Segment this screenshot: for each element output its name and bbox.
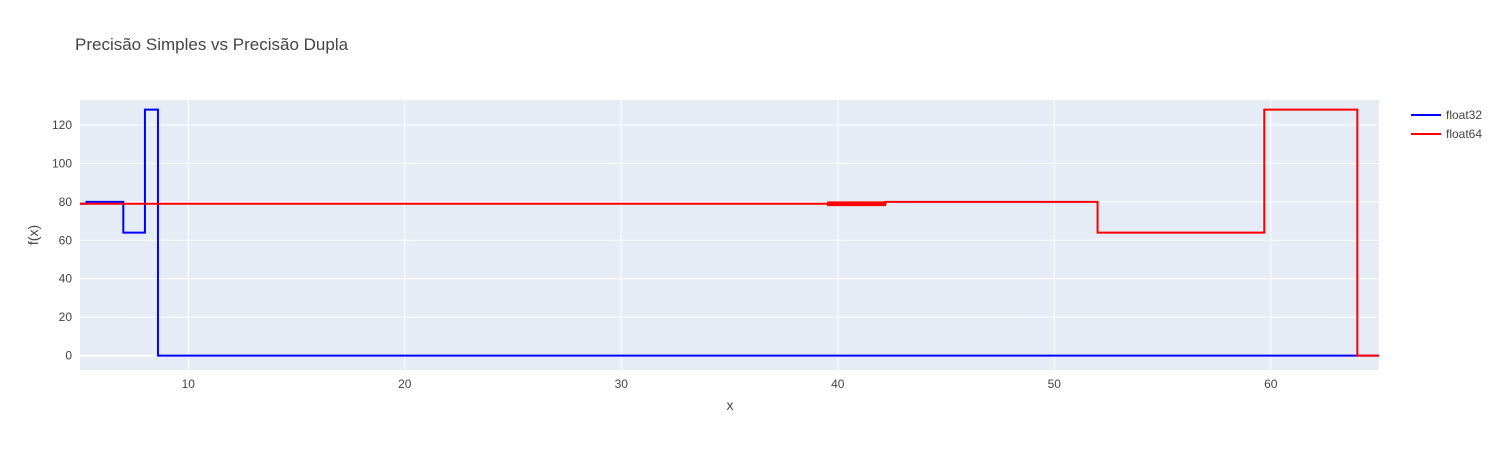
x-tick-label: 30 bbox=[615, 377, 629, 391]
x-axis-title: x bbox=[727, 397, 734, 413]
y-tick-label: 120 bbox=[52, 118, 72, 132]
y-tick-label: 80 bbox=[59, 195, 73, 209]
x-tick-label: 60 bbox=[1264, 377, 1278, 391]
series-layer bbox=[80, 108, 1379, 357]
legend: float32 float64 bbox=[1411, 108, 1482, 141]
plot-area[interactable] bbox=[80, 100, 1379, 370]
chart-title: Precisão Simples vs Precisão Dupla bbox=[75, 35, 349, 54]
y-tick-label: 20 bbox=[59, 310, 73, 324]
y-tick-label: 100 bbox=[52, 156, 72, 170]
x-tick-label: 40 bbox=[831, 377, 845, 391]
y-axis-title: f(x) bbox=[25, 225, 41, 245]
x-tick-labels: 10 20 30 40 50 60 bbox=[182, 377, 1278, 391]
x-tick-label: 10 bbox=[182, 377, 196, 391]
x-tick-label: 50 bbox=[1048, 377, 1062, 391]
y-tick-label: 0 bbox=[65, 349, 72, 363]
legend-label-float64[interactable]: float64 bbox=[1446, 127, 1482, 141]
y-tick-label: 60 bbox=[59, 233, 73, 247]
y-tick-label: 40 bbox=[59, 272, 73, 286]
x-tick-label: 20 bbox=[398, 377, 412, 391]
series-jitter-float64 bbox=[826, 201, 887, 207]
legend-label-float32[interactable]: float32 bbox=[1446, 108, 1482, 122]
y-tick-labels: 0 20 40 60 80 100 120 bbox=[52, 118, 72, 363]
